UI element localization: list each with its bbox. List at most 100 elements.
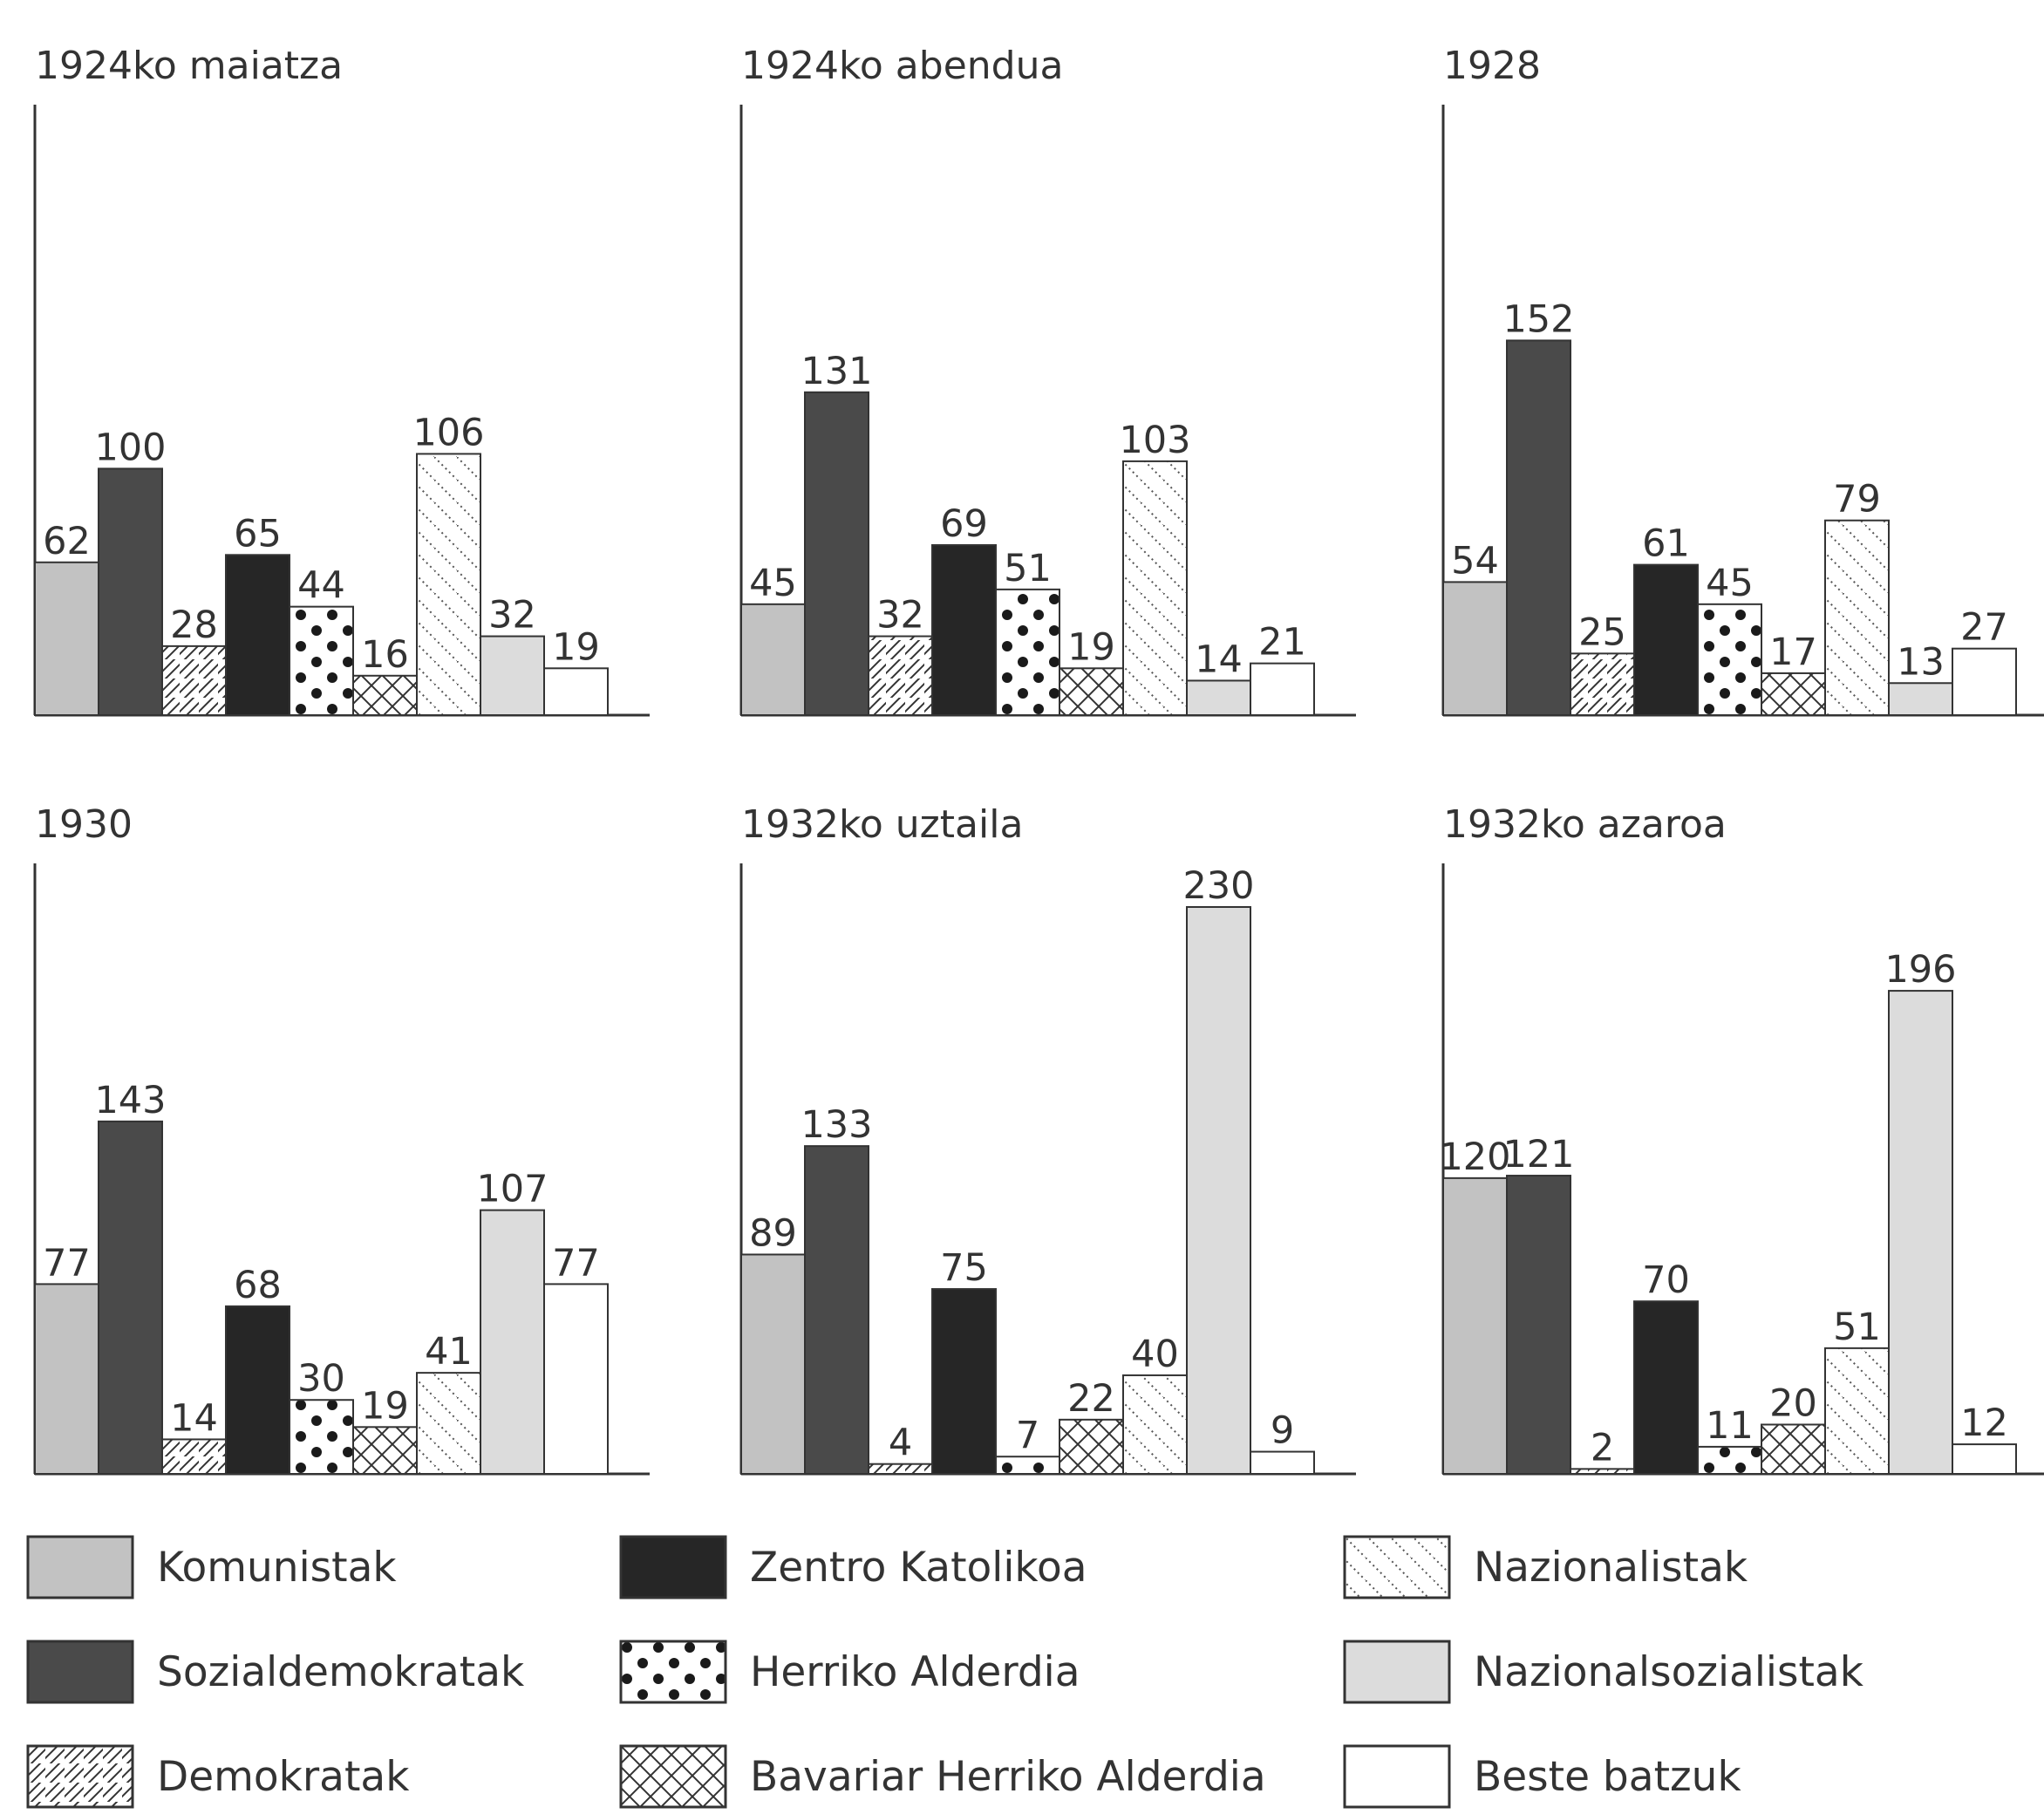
- data-label: 12: [1960, 1401, 2008, 1445]
- data-label: 27: [1960, 606, 2008, 650]
- chart-title: 1930: [35, 802, 133, 847]
- legend-swatch-black: [619, 1535, 727, 1599]
- data-label: 120: [1439, 1135, 1510, 1179]
- chart-panel-1924-may: 1924ko maiatza 62 100 28 65 44 16 106 32 19: [26, 26, 689, 717]
- data-label: 32: [876, 594, 924, 638]
- legend-swatch-pale-gray: [1343, 1640, 1451, 1704]
- legend-label: Sozialdemokratak: [157, 1648, 525, 1696]
- data-label: 7: [1016, 1414, 1039, 1457]
- data-label: 30: [297, 1357, 345, 1401]
- data-label: 70: [1642, 1258, 1690, 1302]
- chart-legend: Komunistak Sozialdemokratak Demokratak Z…: [26, 1535, 1945, 1809]
- data-label: 2: [1591, 1426, 1614, 1470]
- data-label: 62: [43, 520, 91, 563]
- bar-herriko-alderdia: [289, 1399, 354, 1476]
- bar-beste-batzuk: [1952, 1443, 2017, 1476]
- data-label: 20: [1769, 1381, 1817, 1425]
- legend-label: Demokratak: [157, 1753, 410, 1801]
- bar-bavariar-herriko-alderdia: [352, 674, 418, 716]
- bar-beste-batzuk: [543, 1283, 609, 1475]
- data-label: 41: [425, 1330, 473, 1374]
- bar-demokratak: [868, 635, 933, 717]
- data-label: 19: [552, 625, 600, 669]
- bar-komunistak: [1442, 581, 1508, 716]
- chart-title: 1932ko azaroa: [1443, 802, 1727, 847]
- legend-swatch: [1343, 1744, 1451, 1809]
- data-label: 230: [1182, 864, 1254, 908]
- bar-demokratak: [868, 1463, 933, 1476]
- bar-sozialdemokratak: [804, 391, 869, 716]
- data-label: 121: [1502, 1133, 1574, 1176]
- bar-zentro-katolikoa: [1633, 1300, 1699, 1475]
- data-label: 133: [801, 1103, 872, 1147]
- data-label: 152: [1502, 297, 1574, 341]
- data-label: 196: [1884, 948, 1956, 992]
- bar-nazionalistak: [416, 453, 481, 716]
- data-label: 9: [1271, 1409, 1294, 1453]
- bar-nazionalsozialistak: [480, 635, 545, 717]
- bar-bavariar-herriko-alderdia: [1059, 1418, 1124, 1476]
- legend-swatch-light-gray: [26, 1535, 134, 1599]
- legend-swatch-crosshatch: [619, 1744, 727, 1809]
- data-label: 19: [361, 1384, 409, 1428]
- bar-nazionalsozialistak: [1888, 682, 1953, 716]
- bar-beste-batzuk: [1250, 1450, 1315, 1476]
- bar-sozialdemokratak: [98, 467, 163, 716]
- legend-label: Beste batzuk: [1474, 1753, 1741, 1801]
- bar-zentro-katolikoa: [225, 554, 290, 716]
- data-label: 100: [94, 426, 166, 469]
- data-label: 28: [170, 604, 218, 647]
- data-label: 44: [297, 564, 345, 608]
- bar-nazionalsozialistak: [480, 1209, 545, 1475]
- legend-swatch-white: [1343, 1744, 1451, 1809]
- data-label: 75: [940, 1246, 988, 1290]
- data-label: 40: [1131, 1333, 1179, 1376]
- legend-label: Bavariar Herriko Alderdia: [750, 1753, 1266, 1801]
- bar-nazionalsozialistak: [1186, 679, 1251, 716]
- bar-komunistak: [1442, 1176, 1508, 1475]
- legend-label: Nazionalistak: [1474, 1544, 1748, 1592]
- data-label: 51: [1833, 1306, 1881, 1349]
- bar-nazionalistak: [1824, 519, 1890, 716]
- bar-herriko-alderdia: [995, 1456, 1060, 1476]
- data-label: 45: [1706, 562, 1754, 605]
- data-label: 22: [1067, 1377, 1115, 1421]
- data-label: 68: [234, 1264, 282, 1307]
- bar-demokratak: [161, 644, 227, 716]
- bar-nazionalistak: [1122, 460, 1188, 716]
- data-label: 143: [94, 1079, 166, 1122]
- chart-panel-1930: 1930 77 143 14 68 30 19 41 107 77: [26, 785, 689, 1476]
- bar-beste-batzuk: [543, 667, 609, 716]
- legend-swatch: [619, 1535, 727, 1599]
- legend-label: Herriko Alderdia: [750, 1648, 1080, 1696]
- bar-komunistak: [34, 561, 99, 716]
- bar-chart: 54 152 25 61 45 17 79 13 27: [1441, 105, 2044, 717]
- bar-zentro-katolikoa: [931, 544, 997, 716]
- data-label: 4: [889, 1422, 912, 1465]
- data-label: 14: [170, 1396, 218, 1440]
- chart-panel-1924-dec: 1924ko abendua 45 131 32 69 51 19 103 14 21: [732, 26, 1395, 717]
- chart-panel-1928: 1928 54 152 25 61 45 17 79 13 27: [1434, 26, 2044, 717]
- data-label: 14: [1195, 638, 1243, 681]
- bar-demokratak: [161, 1438, 227, 1475]
- data-label: 17: [1769, 631, 1817, 674]
- bar-nazionalistak: [1122, 1374, 1188, 1476]
- legend-label: Komunistak: [157, 1544, 397, 1592]
- bar-demokratak: [1570, 652, 1635, 717]
- legend-swatch-dots: [619, 1640, 727, 1704]
- legend-swatch: [26, 1535, 134, 1599]
- data-label: 106: [412, 411, 484, 454]
- data-label: 103: [1119, 419, 1190, 462]
- bar-sozialdemokratak: [98, 1120, 163, 1475]
- bar-sozialdemokratak: [804, 1145, 869, 1475]
- bar-nazionalsozialistak: [1888, 990, 1953, 1475]
- bar-nazionalsozialistak: [1186, 906, 1251, 1475]
- bar-beste-batzuk: [1250, 662, 1315, 716]
- bar-chart: 89 133 4 75 7 22 40 230 9: [739, 863, 1356, 1476]
- legend-swatch: [26, 1640, 134, 1704]
- data-label: 77: [43, 1241, 91, 1285]
- bar-bavariar-herriko-alderdia: [352, 1426, 418, 1475]
- bar-sozialdemokratak: [1506, 339, 1571, 716]
